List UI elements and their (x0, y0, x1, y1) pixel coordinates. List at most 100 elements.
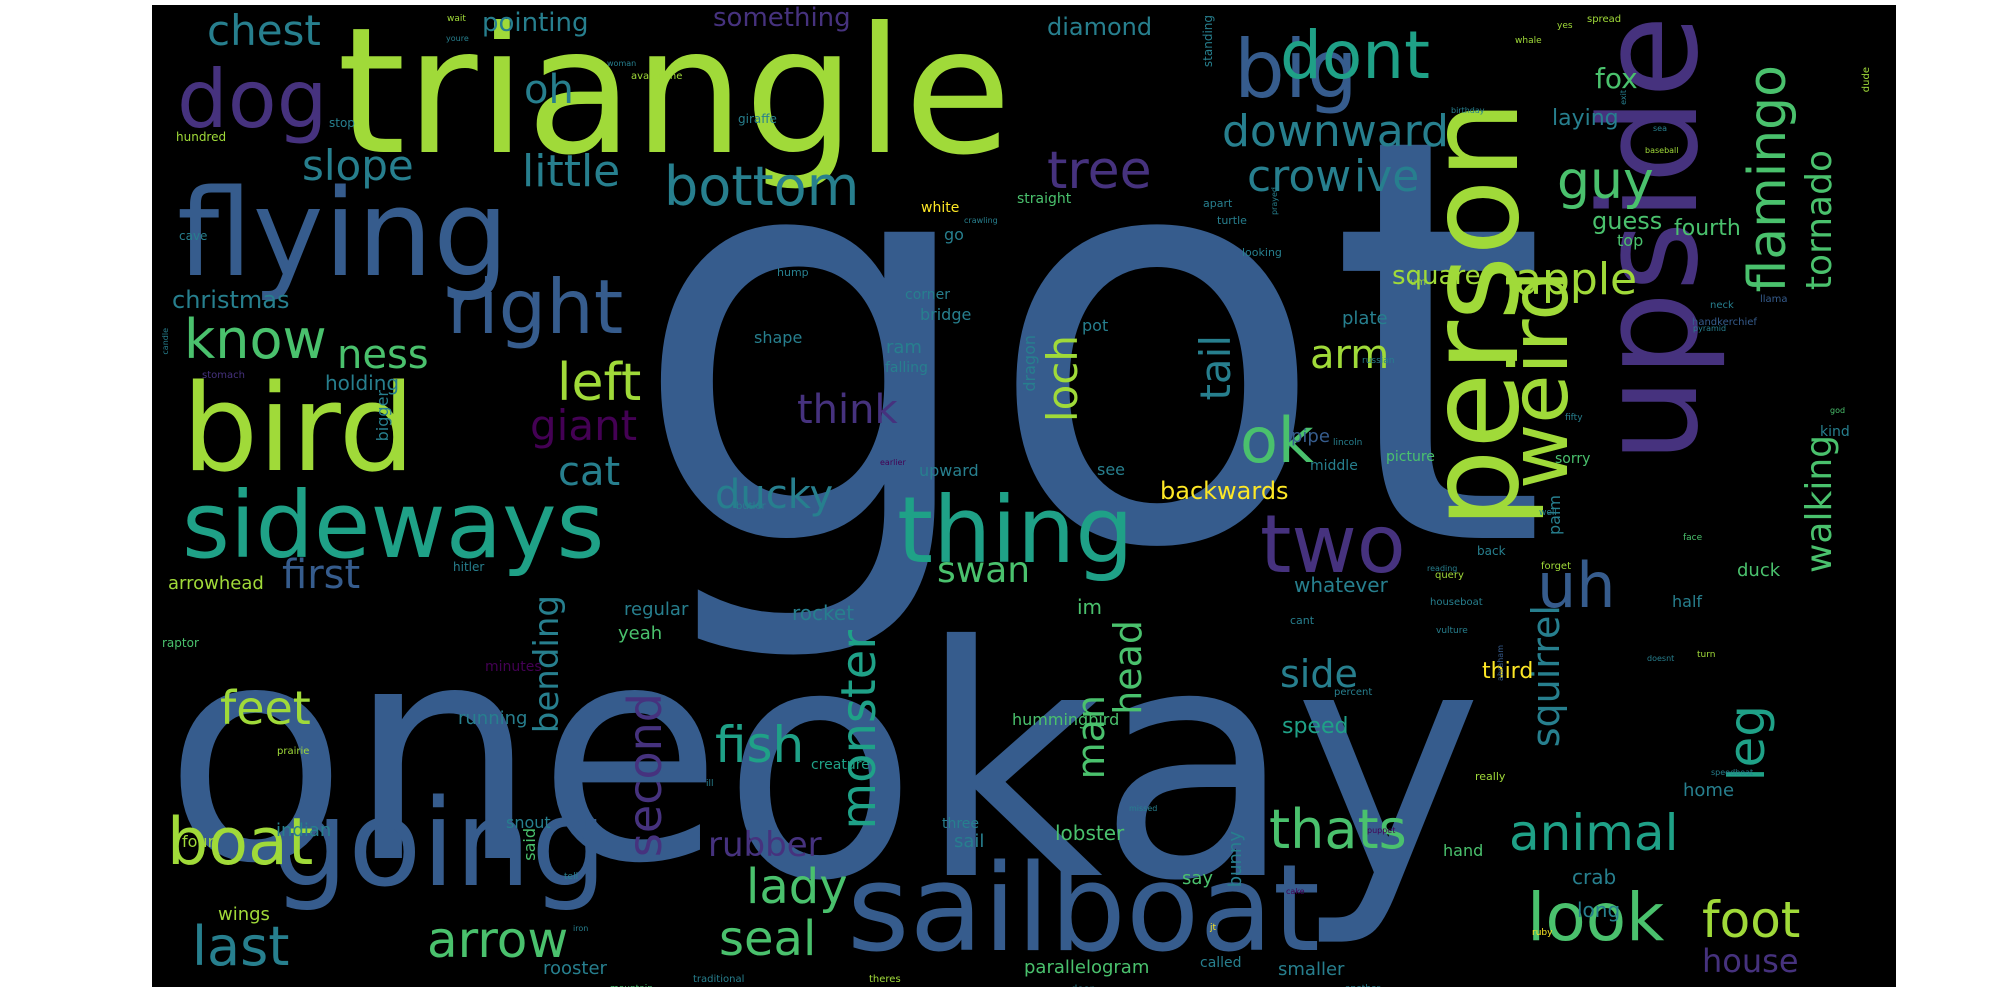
word-cave: cave (179, 229, 208, 243)
word-square: square (1392, 261, 1481, 291)
word-man: man (1069, 695, 1113, 780)
word-guy: guy (1557, 151, 1654, 211)
word-back: back (1477, 544, 1506, 558)
word-second: second (618, 693, 672, 858)
word-think: think (797, 387, 898, 433)
word-ducky: ducky (715, 472, 834, 518)
word-duck: duck (1737, 560, 1781, 581)
word-youre: youre (446, 34, 469, 43)
word-another: another (1345, 985, 1380, 988)
word-top: top (1617, 231, 1644, 250)
word-right: right (447, 263, 624, 351)
word-ruby: ruby (1532, 928, 1553, 938)
word-speedboat: speedboat (1711, 768, 1754, 777)
word-oh: oh (524, 67, 574, 113)
word-mountain: mountain (610, 985, 653, 988)
word-arrowhead: arrowhead (168, 573, 264, 594)
word-say: say (1182, 868, 1214, 889)
word-cant: cant (1290, 614, 1315, 627)
word-face: face (1683, 533, 1703, 543)
word-third: third (1482, 659, 1534, 684)
word-indian: indian (276, 820, 332, 841)
word-christmas: christmas (172, 286, 290, 314)
word-wings: wings (218, 904, 270, 925)
word-door: door (1071, 985, 1094, 988)
word-puppet: puppet (1367, 826, 1396, 835)
word-boat: boat (167, 805, 314, 880)
word-handkerchief: handkerchief (1692, 317, 1757, 328)
word-little: little (522, 146, 621, 197)
word-avalanche: avalanche (631, 71, 683, 82)
word-woman: woman (607, 59, 637, 68)
word-side: side (1280, 652, 1358, 696)
word-walking: walking (1799, 435, 1840, 574)
word-laying: laying (1552, 106, 1619, 131)
word-picture: picture (1386, 449, 1435, 465)
word-loch: loch (1038, 335, 1087, 423)
word-ill: ill (706, 779, 714, 789)
word-butler: butler (736, 501, 766, 512)
word-doesnt: doesnt (1647, 654, 1675, 663)
word-fifty: fifty (1565, 413, 1583, 423)
word-birthday: birthday (1451, 106, 1485, 115)
word-parallelogram: parallelogram (1024, 957, 1150, 978)
word-bottom: bottom (664, 155, 860, 218)
word-baseball: baseball (1645, 146, 1679, 155)
word-flying: flying (177, 165, 510, 304)
word-snout: snout (506, 813, 551, 832)
word-theres: theres (869, 974, 901, 985)
word-kind: kind (1820, 424, 1850, 440)
word-prairie: prairie (277, 746, 310, 757)
word-lincoln: lincoln (1333, 438, 1363, 448)
word-uh: uh (1537, 549, 1616, 622)
word-home: home (1683, 780, 1735, 801)
word-crawling: crawling (964, 216, 998, 225)
word-turn: turn (1697, 650, 1716, 660)
word-hand: hand (1443, 841, 1484, 860)
word-god: god (1830, 406, 1846, 415)
word-percent: percent (1334, 687, 1373, 698)
word-okay: okay (722, 579, 1483, 951)
word-ive: ive (1354, 151, 1420, 202)
word-raptor: raptor (162, 636, 199, 650)
word-sideways: sideways (182, 472, 605, 579)
word-sea: sea (1653, 124, 1667, 133)
word-houseboat: houseboat (1430, 597, 1483, 608)
word-triangle: triangle (337, 5, 1012, 194)
word-house: house (1702, 942, 1799, 980)
word-turtle: turtle (1217, 214, 1247, 227)
word-chest: chest (207, 6, 321, 55)
word-something: something (713, 5, 851, 33)
word-bird: bird (182, 360, 415, 499)
word-missed: missed (1129, 804, 1158, 813)
word-regular: regular (624, 599, 689, 620)
word-guess: guess (1592, 207, 1663, 235)
word-standing: standing (1201, 15, 1215, 68)
word-straight: straight (1017, 191, 1072, 207)
word-head: head (1106, 620, 1150, 715)
word-apple: apple (1515, 254, 1638, 305)
word-jt: jt (1210, 923, 1217, 933)
word-diamond: diamond (1047, 13, 1153, 41)
word-yes: yes (1557, 21, 1573, 31)
word-last: last (192, 915, 290, 978)
word-reading: reading (1427, 564, 1458, 573)
word-cat: cat (558, 449, 621, 495)
word-half: half (1672, 592, 1703, 611)
word-creature: creature (811, 757, 870, 773)
word-exit: exit (1619, 90, 1628, 105)
word-left: left (557, 353, 642, 413)
word-really: really (1475, 770, 1506, 783)
word-wait: wait (447, 14, 466, 24)
word-dragon: dragon (1020, 335, 1039, 392)
word-crow: crow (1247, 151, 1352, 202)
word-plate: plate (1342, 308, 1388, 329)
word-tree: tree (1047, 141, 1152, 201)
word-cloud: got one okay triangle upside person flying bird… (152, 5, 1896, 987)
word-yeah: yeah (618, 623, 663, 644)
word-whale: whale (1515, 36, 1542, 46)
word-giant: giant (530, 401, 638, 450)
word-holding: holding (325, 371, 400, 395)
word-smaller: smaller (1278, 959, 1345, 980)
word-sorry: sorry (1555, 451, 1591, 467)
